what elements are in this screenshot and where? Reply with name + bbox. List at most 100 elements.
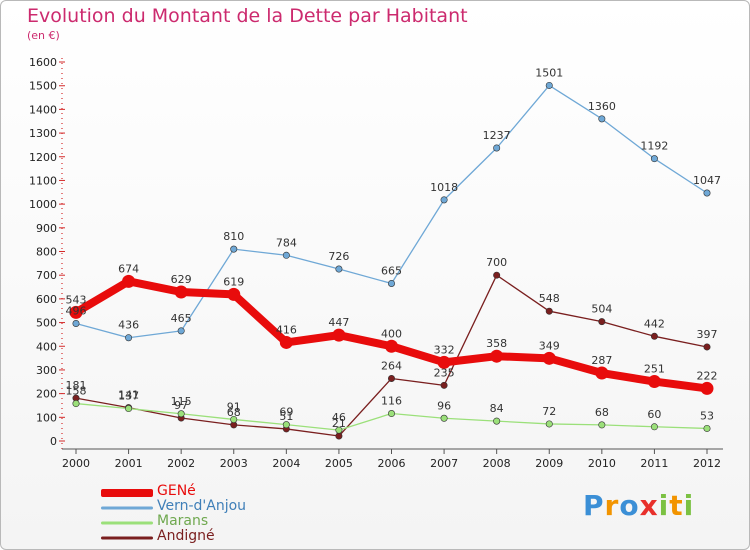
y-tick-label: 300	[36, 364, 57, 377]
proxiti-logo: Proxiti	[583, 489, 694, 522]
data-point	[493, 417, 501, 425]
data-point	[230, 415, 238, 423]
y-tick-label: 700	[36, 269, 57, 282]
x-tick-label: 2006	[378, 457, 406, 470]
data-label: 358	[486, 337, 507, 350]
data-label: 115	[171, 395, 192, 408]
legend-swatch	[101, 521, 153, 524]
y-tick-label: 900	[36, 222, 57, 235]
logo-letter: r	[604, 489, 620, 522]
data-label: 1047	[693, 174, 721, 187]
data-point	[282, 251, 290, 259]
data-label: 1192	[640, 140, 668, 153]
y-tick-label: 1400	[29, 103, 57, 116]
x-tick-label: 2005	[325, 457, 353, 470]
data-label: 91	[227, 400, 241, 413]
data-point	[700, 381, 714, 395]
data-label: 629	[171, 273, 192, 286]
data-label: 548	[539, 292, 560, 305]
data-point	[598, 115, 606, 123]
logo-letter: o	[619, 489, 640, 522]
y-tick-label: 1100	[29, 174, 57, 187]
data-point	[703, 189, 711, 197]
data-point	[125, 334, 133, 342]
legend-label: Vern-d'Anjou	[157, 498, 247, 514]
data-label: 84	[490, 402, 504, 415]
y-tick-label: 100	[36, 411, 57, 424]
x-tick-label: 2000	[62, 457, 90, 470]
data-label: 1237	[483, 129, 511, 142]
data-point	[595, 366, 609, 380]
data-label: 1360	[588, 100, 616, 113]
data-label: 251	[644, 363, 665, 376]
data-label: 222	[697, 369, 718, 382]
data-point	[387, 410, 395, 418]
data-point	[177, 327, 185, 335]
data-point	[437, 355, 451, 369]
data-point	[440, 196, 448, 204]
y-tick-label: 800	[36, 246, 57, 259]
data-point	[545, 307, 553, 315]
legend-label: Andigné	[157, 528, 215, 544]
data-label: 69	[279, 406, 293, 419]
data-label: 416	[276, 323, 297, 336]
x-tick-label: 2012	[693, 457, 721, 470]
data-label: 504	[591, 303, 612, 316]
data-label: 397	[697, 328, 718, 341]
data-label: 442	[644, 317, 665, 330]
data-label: 700	[486, 256, 507, 269]
data-point	[440, 381, 448, 389]
legend-swatch	[101, 536, 153, 539]
y-tick-label: 1300	[29, 127, 57, 140]
data-point	[650, 155, 658, 163]
data-label: 68	[595, 406, 609, 419]
data-label: 400	[381, 327, 402, 340]
logo-letter: i	[683, 489, 695, 522]
data-label: 46	[332, 411, 346, 424]
data-label: 436	[118, 319, 139, 332]
x-tick-label: 2003	[220, 457, 248, 470]
data-point	[385, 339, 398, 353]
data-point	[493, 271, 501, 279]
data-label: 53	[700, 409, 714, 422]
data-label: 349	[539, 339, 560, 352]
x-tick-label: 2008	[483, 457, 511, 470]
legend-swatch	[101, 506, 153, 509]
y-tick-label: 1200	[29, 151, 57, 164]
data-label: 158	[66, 385, 87, 398]
data-label: 465	[171, 312, 192, 325]
data-point	[545, 81, 553, 89]
y-tick-label: 1500	[29, 80, 57, 93]
data-point	[230, 245, 238, 253]
data-point	[440, 414, 448, 422]
y-tick-label: 1000	[29, 198, 57, 211]
data-point	[387, 279, 395, 287]
chart-title: Evolution du Montant de la Dette par Hab…	[27, 5, 468, 27]
data-point	[493, 144, 501, 152]
y-tick-label: 1600	[29, 56, 57, 69]
data-point	[335, 426, 343, 434]
data-point	[69, 305, 83, 319]
data-point	[72, 400, 80, 408]
data-point	[332, 328, 346, 342]
data-label: 137	[118, 390, 139, 403]
data-label: 447	[328, 316, 349, 329]
data-point	[174, 285, 188, 299]
data-label: 21	[332, 417, 346, 430]
chart-subtitle: (en €)	[27, 29, 60, 42]
data-label: 235	[434, 366, 455, 379]
legend-label: Marans	[157, 513, 209, 529]
logo-letter: t	[669, 489, 684, 522]
data-label: 496	[66, 305, 87, 318]
data-point	[335, 265, 343, 273]
data-point	[545, 420, 553, 428]
logo-letter: i	[658, 489, 670, 522]
y-tick-label: 400	[36, 340, 57, 353]
data-point	[282, 421, 290, 429]
data-label: 332	[434, 343, 455, 356]
y-tick-label: 200	[36, 388, 57, 401]
x-tick-label: 2001	[115, 457, 143, 470]
data-point	[650, 332, 658, 340]
data-label: 60	[647, 408, 661, 421]
data-label: 96	[437, 399, 451, 412]
